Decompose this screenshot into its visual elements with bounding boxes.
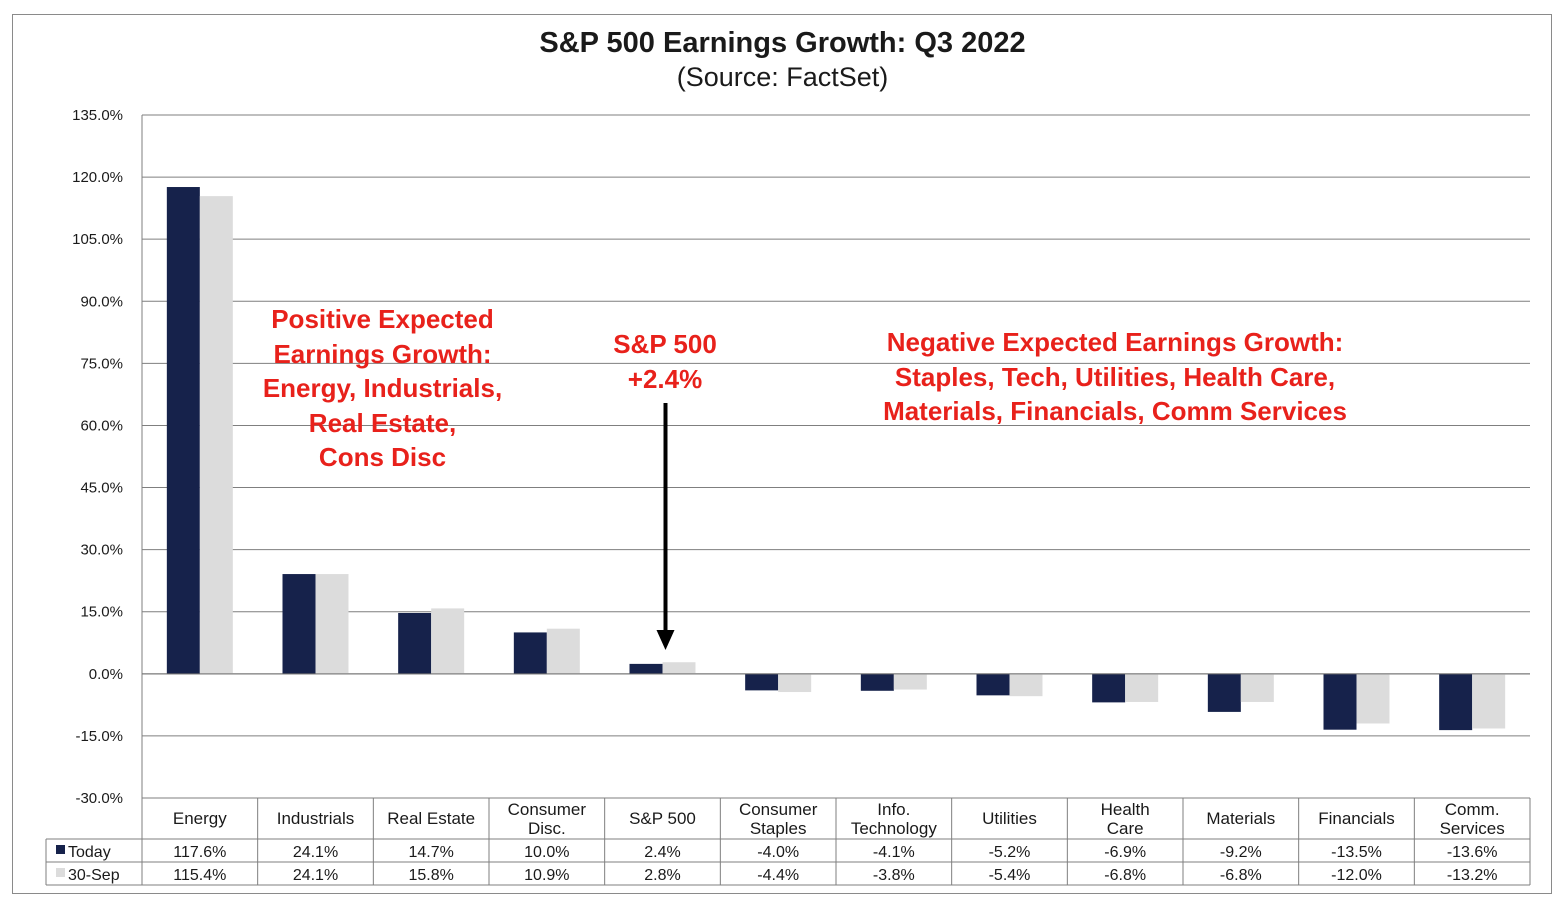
chart-frame	[12, 14, 1552, 894]
data-label-today: 24.1%	[293, 844, 338, 861]
bar-today	[398, 612, 432, 674]
y-tick-label: 75.0%	[80, 355, 123, 372]
data-label-30-sep: 115.4%	[173, 867, 226, 884]
data-label-30-sep: 10.9%	[524, 867, 569, 884]
bar-30-sep	[893, 673, 927, 690]
negative-annotation-line: Materials, Financials, Comm Services	[883, 396, 1347, 426]
y-tick-label: 60.0%	[80, 417, 123, 434]
negative-annotation-line: Negative Expected Earnings Growth:	[886, 327, 1344, 357]
data-label-today: -4.0%	[757, 844, 799, 861]
bar-30-sep	[1240, 673, 1274, 702]
bar-today	[166, 187, 200, 674]
data-label-30-sep: -12.0%	[1331, 867, 1382, 884]
data-label-today: -9.2%	[1220, 844, 1262, 861]
chart-subtitle: (Source: FactSet)	[676, 62, 889, 92]
bar-today	[513, 632, 547, 674]
x-category-label: Materials	[1206, 809, 1275, 828]
data-label-today: -6.9%	[1104, 844, 1146, 861]
x-category-label: Consumer	[508, 800, 587, 819]
data-label-30-sep: -6.8%	[1220, 867, 1262, 884]
positive-annotation-line: Energy, Industrials,	[262, 373, 503, 403]
data-label-today: 2.4%	[644, 844, 680, 861]
data-label-today: -5.2%	[989, 844, 1031, 861]
data-label-30-sep: 24.1%	[293, 867, 338, 884]
x-category-label: Industrials	[277, 809, 354, 828]
x-category-label: Real Estate	[387, 809, 475, 828]
x-category-label: Disc.	[528, 819, 566, 838]
bar-today	[1207, 673, 1241, 712]
negative-annotation-line: Staples, Tech, Utilities, Health Care,	[894, 361, 1336, 392]
bar-30-sep	[1356, 673, 1390, 724]
bar-today	[860, 673, 894, 691]
y-tick-label: 0.0%	[89, 666, 123, 683]
bar-30-sep	[1472, 673, 1506, 729]
bar-30-sep	[199, 196, 233, 674]
sp500-annotation-line: +2.4%	[627, 363, 703, 394]
legend-swatch-today	[56, 845, 65, 854]
legend-label-30-sep: 30-Sep	[68, 867, 120, 884]
y-tick-label: 105.0%	[72, 231, 123, 248]
bar-today	[282, 574, 316, 674]
data-label-30-sep: 15.8%	[408, 867, 453, 884]
data-label-today: 10.0%	[524, 844, 569, 861]
bar-30-sep	[662, 662, 696, 674]
y-tick-label: 30.0%	[80, 542, 123, 559]
x-category-label: Health	[1101, 800, 1150, 819]
x-category-label: Energy	[173, 809, 227, 828]
sp500-annotation: S&P 500 +2.4%	[585, 327, 745, 396]
y-tick-label: 90.0%	[80, 293, 123, 310]
y-tick-label: -15.0%	[75, 728, 123, 745]
positive-annotation-line: Earnings Growth:	[273, 338, 492, 369]
data-label-30-sep: 2.8%	[644, 867, 680, 884]
data-label-today: -13.5%	[1331, 844, 1382, 861]
bar-30-sep	[1125, 673, 1159, 702]
bar-30-sep	[315, 574, 349, 674]
legend-label-today: Today	[68, 844, 111, 861]
x-category-label: Utilities	[982, 809, 1037, 828]
y-tick-label: 120.0%	[72, 169, 123, 186]
y-tick-label: 15.0%	[80, 604, 123, 621]
y-tick-label: 135.0%	[72, 107, 123, 124]
bar-today	[1439, 673, 1473, 731]
bar-30-sep	[1009, 673, 1043, 697]
data-label-30-sep: -3.8%	[873, 867, 915, 884]
x-category-label: Staples	[750, 819, 807, 838]
data-label-30-sep: -6.8%	[1104, 867, 1146, 884]
y-tick-label: -30.0%	[75, 790, 123, 807]
data-label-today: 117.6%	[173, 844, 226, 861]
sp500-arrow-head	[656, 630, 675, 650]
data-label-30-sep: -5.4%	[989, 867, 1031, 884]
bar-30-sep	[431, 608, 465, 674]
x-category-label: Financials	[1318, 809, 1395, 828]
data-label-30-sep: -4.4%	[757, 867, 799, 884]
bar-30-sep	[778, 673, 812, 693]
positive-annotation-line: Positive Expected	[271, 304, 494, 334]
y-tick-label: 45.0%	[80, 480, 123, 497]
x-category-label: Services	[1440, 819, 1505, 838]
positive-annotation-line: Real Estate,	[308, 407, 457, 438]
bar-today	[629, 663, 663, 674]
data-label-30-sep: -13.2%	[1447, 867, 1498, 884]
positive-growth-annotation: Positive Expected Earnings Growth: Energ…	[230, 302, 535, 475]
x-category-label: Consumer	[739, 800, 818, 819]
negative-growth-annotation: Negative Expected Earnings Growth: Stapl…	[835, 325, 1395, 429]
x-category-label: S&P 500	[629, 809, 696, 828]
x-category-label: Info.	[877, 800, 910, 819]
x-category-label: Care	[1107, 819, 1144, 838]
data-label-today: -4.1%	[873, 844, 915, 861]
bar-30-sep	[546, 628, 580, 674]
chart-title: S&P 500 Earnings Growth: Q3 2022	[539, 27, 1026, 59]
bar-today	[976, 673, 1010, 696]
data-label-today: 14.7%	[408, 844, 453, 861]
data-label-today: -13.6%	[1447, 844, 1498, 861]
sp500-annotation-line: S&P 500	[613, 329, 717, 359]
bar-today	[1092, 673, 1126, 703]
legend-swatch-30-sep	[56, 868, 65, 877]
bar-today	[1323, 673, 1357, 730]
x-category-label: Technology	[851, 819, 938, 838]
x-category-label: Comm.	[1445, 800, 1500, 819]
positive-annotation-line: Cons Disc	[318, 442, 447, 472]
bar-today	[745, 673, 779, 691]
